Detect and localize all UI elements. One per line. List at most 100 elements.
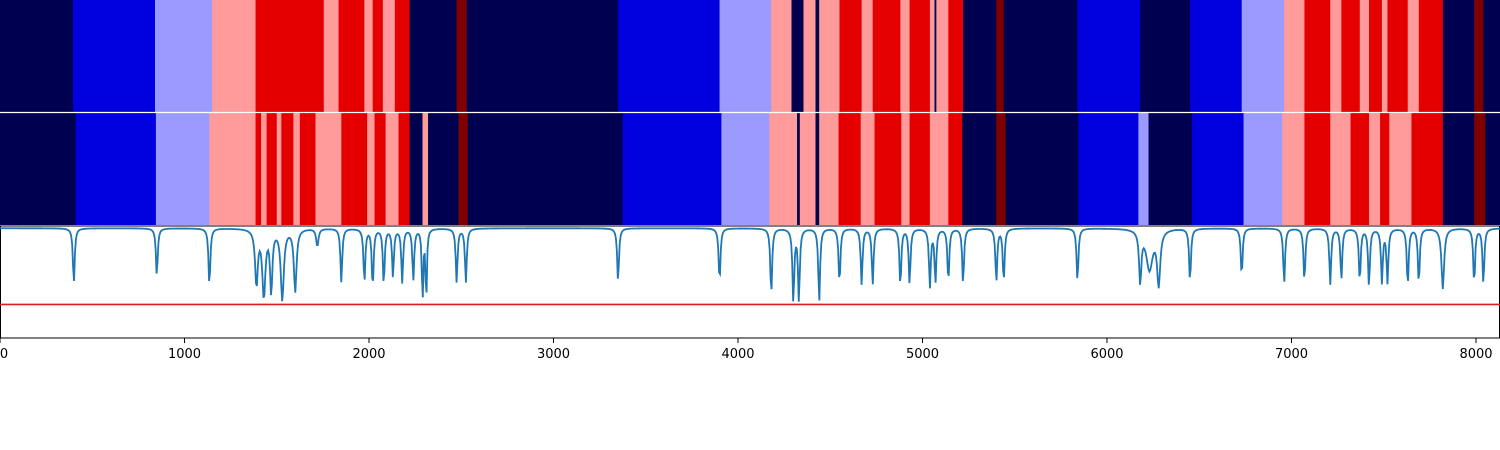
- band-segment: [209, 113, 256, 225]
- band-segment: [75, 113, 157, 225]
- band-segment: [815, 113, 820, 225]
- band-segment: [1330, 113, 1351, 225]
- band-segment: [261, 113, 268, 225]
- band-segment: [819, 0, 840, 112]
- band-segment: [255, 0, 325, 112]
- band-segment: [154, 0, 213, 112]
- band-segment: [0, 0, 74, 112]
- band-segment: [948, 113, 963, 225]
- band-segment: [422, 113, 429, 225]
- band-segment: [963, 0, 997, 112]
- band-segment: [860, 113, 875, 225]
- band-segment: [466, 0, 619, 112]
- band-segment: [428, 113, 459, 225]
- band-segment: [1148, 113, 1193, 225]
- band-segment: [996, 0, 1005, 112]
- band-segment: [1304, 0, 1331, 112]
- band-segment: [909, 0, 931, 112]
- band-segment: [374, 113, 387, 225]
- band-segment: [1005, 113, 1079, 225]
- band-segment: [341, 113, 368, 225]
- band-segment: [1369, 113, 1381, 225]
- band-segment: [819, 113, 839, 225]
- band-segment: [299, 113, 316, 225]
- band-segment: [838, 113, 862, 225]
- band-segment: [1190, 0, 1243, 112]
- x-tick-label: 0: [0, 347, 8, 362]
- band-segment: [1381, 0, 1388, 112]
- band-segment: [872, 0, 901, 112]
- band-segment: [0, 113, 77, 225]
- band-segment: [1418, 0, 1444, 112]
- x-tick-label: 8000: [1459, 347, 1492, 362]
- band-segment: [936, 0, 949, 112]
- state-band-2: [0, 113, 1500, 225]
- signal-panel: [0, 225, 1500, 339]
- band-segment: [212, 0, 256, 112]
- band-segment: [1078, 113, 1139, 225]
- band-segment: [815, 0, 820, 112]
- band-segment: [323, 0, 339, 112]
- band-segment: [467, 113, 624, 225]
- band-segment: [721, 113, 770, 225]
- band-segment: [398, 113, 410, 225]
- band-segment: [276, 113, 282, 225]
- band-segment: [900, 0, 910, 112]
- band-segment: [1474, 113, 1486, 225]
- band-segment: [1485, 113, 1500, 225]
- band-segment: [1389, 113, 1412, 225]
- band-segment: [338, 0, 365, 112]
- band-segment: [255, 113, 262, 225]
- band-segment: [791, 0, 804, 112]
- band-segment: [1483, 0, 1500, 112]
- band-segment: [385, 113, 399, 225]
- band-segment: [364, 0, 374, 112]
- band-segment: [456, 0, 468, 112]
- x-tick-label: 2000: [352, 347, 385, 362]
- band-segment: [394, 0, 410, 112]
- band-segment: [1003, 0, 1078, 112]
- band-segment: [1369, 0, 1383, 112]
- band-segment: [1243, 113, 1283, 225]
- band-segment: [458, 113, 469, 225]
- band-segment: [1284, 0, 1305, 112]
- band-segment: [797, 113, 801, 225]
- band-segment: [409, 113, 423, 225]
- band-segment: [1418, 113, 1444, 225]
- signal-line: [0, 227, 1500, 302]
- band-segment: [996, 113, 1006, 225]
- band-segment: [901, 113, 910, 225]
- state-band-1: [0, 0, 1500, 112]
- state-bands: [0, 0, 1500, 225]
- band-segment: [771, 0, 792, 112]
- signal-frame: [0, 225, 1500, 339]
- band-segment: [382, 0, 396, 112]
- band-segment: [1442, 0, 1475, 112]
- band-segment: [839, 0, 863, 112]
- band-segment: [1341, 0, 1361, 112]
- band-segment: [1474, 0, 1484, 112]
- band-segment: [1140, 0, 1191, 112]
- x-tick-label: 4000: [721, 347, 754, 362]
- band-segment: [719, 0, 772, 112]
- band-segment: [874, 113, 902, 225]
- band-segment: [315, 113, 342, 225]
- band-segment: [929, 0, 935, 112]
- band-segment: [367, 113, 375, 225]
- band-segment: [1380, 113, 1390, 225]
- band-segment: [929, 113, 949, 225]
- band-segment: [1330, 0, 1342, 112]
- x-tick-label: 5000: [906, 347, 939, 362]
- band-segment: [1407, 0, 1420, 112]
- band-segment: [155, 113, 210, 225]
- band-segment: [1359, 0, 1370, 112]
- band-segment: [948, 0, 964, 112]
- band-segment: [1350, 113, 1370, 225]
- band-segment: [618, 0, 720, 112]
- band-segment: [1387, 0, 1409, 112]
- band-segment: [962, 113, 997, 225]
- band-segment: [1282, 113, 1305, 225]
- x-tick-label: 1000: [168, 347, 201, 362]
- band-segment: [281, 113, 294, 225]
